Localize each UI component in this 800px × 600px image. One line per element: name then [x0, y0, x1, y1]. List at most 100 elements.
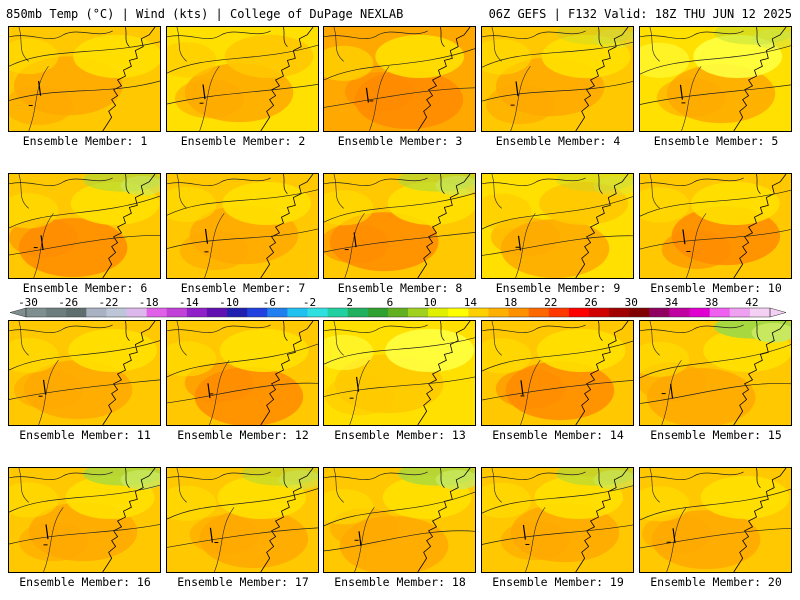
- colorbar-swatch: [408, 308, 429, 317]
- colorbar-tick-label: 30: [625, 296, 638, 309]
- temperature-field: [9, 468, 160, 572]
- member-map-panel: [166, 320, 319, 426]
- colorbar-tick-label: 10: [424, 296, 437, 309]
- member-map-panel: [481, 320, 634, 426]
- colorbar-swatch: [488, 308, 510, 317]
- colorbar-tick-label: -18: [139, 296, 159, 309]
- temperature-field: [167, 468, 318, 572]
- colorbar-tick-label: 42: [745, 296, 758, 309]
- colorbar-swatch: [689, 308, 711, 317]
- member-label: Ensemble Member: 19: [492, 575, 624, 589]
- colorbar-swatch: [367, 308, 389, 317]
- colorbar-swatch: [709, 308, 731, 317]
- colorbar-swatch: [548, 308, 570, 317]
- colorbar-swatch: [287, 308, 309, 317]
- colorbar-swatch: [729, 308, 751, 317]
- colorbar-swatch: [468, 308, 489, 317]
- member-label: Ensemble Member: 16: [19, 575, 151, 589]
- colorbar-tick-label: 38: [705, 296, 718, 309]
- temperature-field: [324, 174, 475, 278]
- colorbar-svg: -30 -26 -22 -18 -14 -10 -6 -2 2 6 10 14 18 22 26 30 34 38…: [9, 296, 787, 318]
- temperature-field: [640, 468, 791, 572]
- colorbar-tick-label: -30: [18, 296, 38, 309]
- member-map-panel: [323, 320, 476, 426]
- member-map-panel: [639, 320, 792, 426]
- colorbar-swatch: [347, 308, 369, 317]
- colorbar-swatch: [508, 308, 530, 317]
- colorbar-swatch: [327, 308, 349, 317]
- colorbar-swatch: [589, 308, 610, 317]
- member-label: Ensemble Member: 10: [650, 281, 782, 295]
- colorbar-swatch: [528, 308, 550, 317]
- temperature-field: [167, 174, 318, 278]
- member-label: Ensemble Member: 8: [337, 281, 463, 295]
- member-map-panel: [481, 173, 634, 279]
- member-label: Ensemble Member: 2: [180, 134, 306, 148]
- temperature-field: [324, 321, 475, 425]
- colorbar-swatch: [26, 308, 47, 317]
- colorbar-tick-label: 26: [584, 296, 597, 309]
- member-map-panel: [323, 173, 476, 279]
- member-label: Ensemble Member: 6: [22, 281, 148, 295]
- temperature-field: [9, 174, 160, 278]
- temperature-field: [640, 27, 791, 131]
- temperature-field: [324, 27, 475, 131]
- temperature-field: [640, 174, 791, 278]
- colorbar-swatch: [146, 308, 168, 317]
- colorbar-tick-label: -26: [58, 296, 78, 309]
- member-map-panel: [8, 26, 161, 132]
- colorbar-swatch: [247, 308, 268, 317]
- member-map-panel: [639, 26, 792, 132]
- temperature-field: [9, 27, 160, 131]
- member-label: Ensemble Member: 18: [334, 575, 466, 589]
- temperature-field: [482, 468, 633, 572]
- colorbar-outline: [25, 307, 771, 318]
- temperature-field: [482, 174, 633, 278]
- member-map-panel: [639, 467, 792, 573]
- valid-time: 06Z GEFS | F132 Valid: 18Z THU JUN 12 20…: [488, 7, 792, 21]
- colorbar-swatch: [307, 308, 329, 317]
- colorbar-swatch: [428, 308, 449, 317]
- member-map-panel: [8, 467, 161, 573]
- temperature-field: [482, 27, 633, 131]
- colorbar-tick-label: 34: [665, 296, 679, 309]
- colorbar-tick-label: -22: [98, 296, 118, 309]
- colorbar-swatch: [267, 308, 288, 317]
- colorbar-tick-label: -6: [263, 296, 276, 309]
- member-label: Ensemble Member: 11: [19, 428, 151, 442]
- colorbar-swatch: [166, 308, 188, 317]
- member-label: Ensemble Member: 9: [495, 281, 621, 295]
- colorbar-swatch: [106, 308, 128, 317]
- colorbar-swatch: [66, 308, 87, 317]
- colorbar-swatch: [227, 308, 248, 317]
- member-map-panel: [323, 26, 476, 132]
- colorbar-tick-label: 18: [504, 296, 517, 309]
- member-map-panel: [323, 467, 476, 573]
- colorbar-tick-label: 22: [544, 296, 557, 309]
- colorbar-tick-label: 6: [387, 296, 394, 309]
- colorbar-low-arrow: [9, 307, 27, 318]
- member-label: Ensemble Member: 3: [337, 134, 463, 148]
- map-title: 850mb Temp (°C) | Wind (kts) | College o…: [6, 7, 404, 21]
- member-map-panel: [481, 467, 634, 573]
- temperature-field: [482, 321, 633, 425]
- member-map-panel: [166, 467, 319, 573]
- colorbar-high-arrow: [769, 307, 787, 318]
- temperature-field: [324, 468, 475, 572]
- colorbar-swatch: [86, 308, 107, 317]
- colorbar-swatch: [568, 308, 590, 317]
- member-label: Ensemble Member: 12: [177, 428, 309, 442]
- colorbar-swatch: [649, 308, 670, 317]
- colorbar-tick-label: -14: [179, 296, 199, 309]
- temperature-field: [167, 27, 318, 131]
- member-label: Ensemble Member: 14: [492, 428, 624, 442]
- temperature-field: [167, 321, 318, 425]
- temperature-field: [640, 321, 791, 425]
- member-map-panel: [8, 320, 161, 426]
- temperature-colorbar: -30 -26 -22 -18 -14 -10 -6 -2 2 6 10 14 18 22 26 30 34 38…: [6, 296, 790, 318]
- colorbar-swatch: [669, 308, 691, 317]
- colorbar-swatch: [448, 308, 469, 317]
- member-label: Ensemble Member: 5: [653, 134, 779, 148]
- member-map-panel: [8, 173, 161, 279]
- member-label: Ensemble Member: 17: [177, 575, 309, 589]
